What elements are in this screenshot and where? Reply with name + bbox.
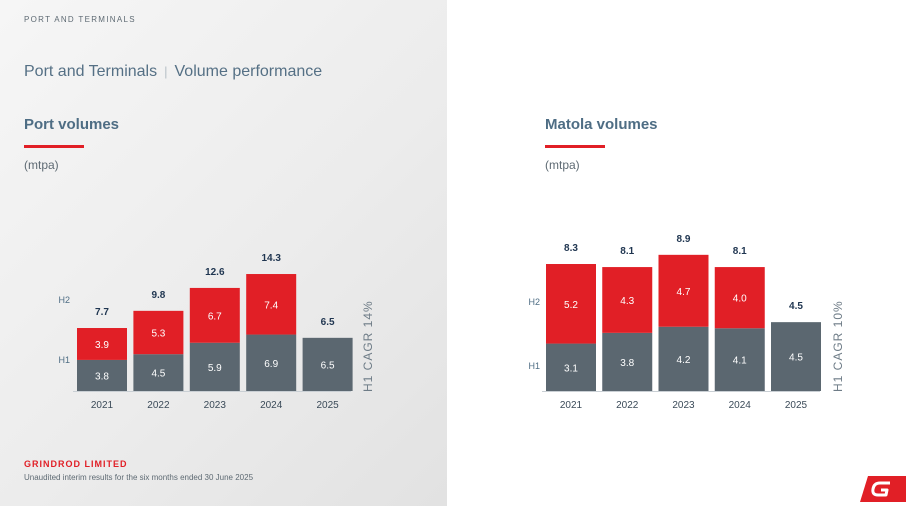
port-bar-h1-label-2021: 3.8 [95, 371, 109, 382]
matola-category-label-2022: 2022 [616, 400, 639, 411]
matola-total-label-2024: 8.1 [733, 246, 747, 257]
matola-total-label-2025: 4.5 [789, 301, 803, 312]
matola-bar-h2-label-2024: 4.0 [733, 294, 747, 305]
matola-category-label-2025: 2025 [785, 400, 808, 411]
port-bar-h1-label-2023: 5.9 [208, 363, 222, 374]
page-title: Port and Terminals | Volume performance [24, 63, 322, 81]
port-bar-h1-label-2025: 6.5 [321, 360, 335, 371]
port-total-label-2022: 9.8 [151, 290, 165, 301]
port-bar-h2-label-2023: 6.7 [208, 311, 222, 322]
port-bar-h2-label-2021: 3.9 [95, 340, 109, 351]
port-bar-h2-2021 [77, 328, 127, 360]
matola-bar-h1-2021 [546, 343, 596, 391]
port-bar-h1-2021 [77, 359, 127, 391]
matola-bar-h2-2022 [602, 267, 653, 333]
matola-bar-h2-label-2023: 4.7 [677, 287, 691, 298]
matola-series-label-h2: H2 [528, 297, 540, 307]
page-title-sub: Volume performance [174, 63, 323, 80]
port-total-label-2021: 7.7 [95, 307, 109, 318]
port-chart-title: Port volumes [24, 116, 120, 133]
matola-category-label-2023: 2023 [672, 400, 695, 411]
matola-category-label-2021: 2021 [560, 400, 583, 411]
port-total-label-2024: 14.3 [261, 253, 281, 264]
port-bar-h1-2025 [302, 337, 353, 391]
port-category-label-2021: 2021 [91, 400, 114, 411]
port-bar-h1-label-2024: 6.9 [264, 359, 278, 370]
matola-series-label-h1: H1 [528, 361, 540, 371]
section-tag: PORT AND TERMINALS [24, 15, 136, 24]
port-series-label-h2: H2 [58, 295, 70, 305]
matola-cagr-annotation: H1 CAGR 10% [831, 300, 845, 392]
matola-chart-title: Matola volumes [545, 116, 658, 133]
port-bar-h2-2024 [246, 274, 297, 335]
matola-bar-h2-2024 [714, 267, 765, 329]
matola-bar-h1-label-2024: 4.1 [733, 356, 747, 367]
footer-company: GRINDROD LIMITED [24, 459, 128, 469]
port-bar-h2-label-2024: 7.4 [264, 300, 278, 311]
port-bar-h1-label-2022: 4.5 [151, 369, 165, 380]
matola-bar-h1-2025 [771, 322, 821, 391]
port-total-label-2025: 6.5 [321, 317, 335, 328]
matola-total-label-2022: 8.1 [620, 246, 634, 257]
port-chart-unit: (mtpa) [24, 158, 59, 172]
matola-bar-h1-label-2022: 3.8 [620, 358, 634, 369]
matola-bar-h2-label-2021: 5.2 [564, 300, 578, 311]
matola-bar-h1-label-2023: 4.2 [677, 355, 691, 366]
matola-bar-h1-label-2025: 4.5 [789, 353, 803, 364]
matola-total-label-2021: 8.3 [564, 243, 578, 254]
matola-bar-h1-2023 [658, 326, 709, 391]
port-cagr-annotation: H1 CAGR 14% [361, 300, 375, 392]
matola-bar-h2-2023 [658, 254, 709, 327]
port-category-label-2024: 2024 [260, 400, 283, 411]
port-chart-title-underline [24, 145, 84, 148]
port-bar-h1-2023 [189, 342, 240, 391]
page-title-main: Port and Terminals [24, 63, 158, 80]
left-panel-background [0, 0, 447, 506]
port-category-label-2022: 2022 [147, 400, 170, 411]
footer-note: Unaudited interim results for the six mo… [24, 473, 254, 482]
matola-chart-title-underline [545, 145, 605, 148]
matola-total-label-2023: 8.9 [677, 234, 691, 245]
matola-bar-h1-label-2021: 3.1 [564, 363, 578, 374]
port-series-label-h1: H1 [58, 355, 70, 365]
matola-bar-h2-label-2022: 4.3 [620, 296, 634, 307]
matola-chart-unit: (mtpa) [545, 158, 580, 172]
port-bar-h2-2022 [133, 310, 184, 355]
grindrod-logo-icon [860, 476, 906, 502]
port-category-label-2023: 2023 [204, 400, 227, 411]
port-total-label-2023: 12.6 [205, 267, 225, 278]
port-bar-h1-2024 [246, 334, 297, 391]
port-bar-h2-2023 [189, 287, 240, 343]
matola-bar-h1-2022 [602, 332, 653, 391]
matola-bar-h2-2021 [546, 264, 596, 344]
port-bar-h2-label-2022: 5.3 [151, 329, 165, 340]
matola-bar-h1-2024 [714, 328, 765, 391]
port-category-label-2025: 2025 [316, 400, 339, 411]
page-title-separator: | [164, 64, 168, 79]
matola-category-label-2024: 2024 [729, 400, 752, 411]
port-bar-h1-2022 [133, 354, 184, 391]
